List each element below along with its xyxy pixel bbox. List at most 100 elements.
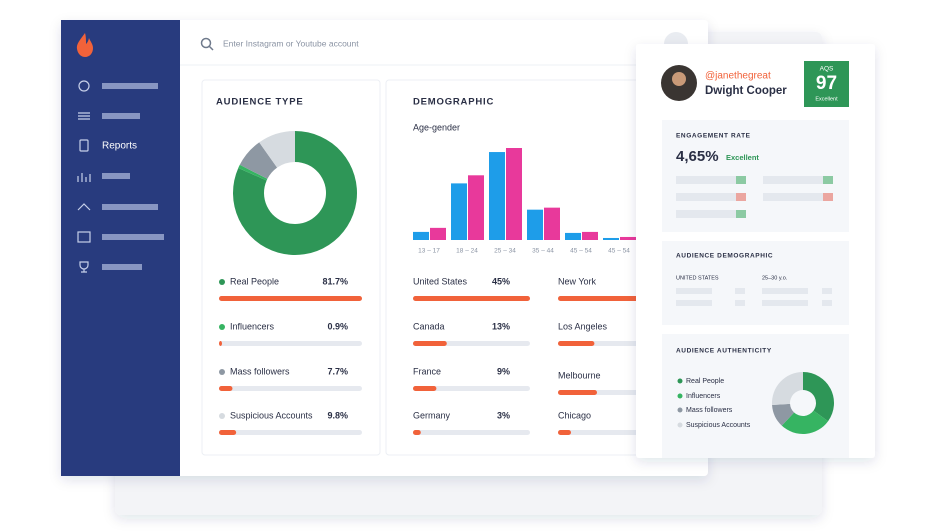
city-name: Los Angeles: [558, 321, 608, 331]
panel-title: AUDIENCE AUTHENTICITY: [676, 348, 772, 355]
logo: [76, 33, 93, 57]
donut-segment: [233, 131, 358, 255]
card-title: AUDIENCE TYPE: [216, 97, 303, 108]
bar: [413, 386, 437, 391]
donut-segment: [259, 131, 295, 168]
top-age: 25–30 y.o.: [762, 275, 788, 281]
chart-title: Age-gender: [413, 122, 460, 132]
donut-segment: [803, 372, 834, 422]
menu-item-filters[interactable]: [78, 112, 140, 120]
country-name: Germany: [413, 410, 451, 420]
histogram-bar: [489, 152, 505, 240]
histogram-bar: [603, 237, 619, 240]
item-name: Influencers: [230, 321, 275, 331]
histogram-bar: [451, 183, 467, 240]
legend-label: Influencers: [686, 393, 721, 400]
card-title: DEMOGRAPHIC: [413, 97, 494, 108]
city-name: Chicago: [558, 410, 591, 420]
city-name: Melbourne: [558, 370, 601, 380]
placeholder-rows: [676, 176, 833, 218]
demographic-card: [385, 79, 667, 456]
item-value: 0.9%: [327, 321, 348, 331]
legend-dot: [677, 407, 683, 413]
x-tick-label: 13 – 17: [418, 248, 440, 255]
histogram-bar: [582, 231, 598, 240]
bar: [413, 430, 421, 435]
donut-segment: [772, 403, 795, 426]
main-window: Reports Enter Instagram or Youtube accou…: [61, 20, 708, 476]
histogram-bar: [413, 231, 429, 240]
country-name: Canada: [413, 321, 445, 331]
donut-segment: [239, 142, 278, 179]
country-value: 45%: [492, 276, 510, 286]
item-value: 7.7%: [327, 366, 348, 376]
top-country: UNITED STATES: [676, 275, 719, 281]
x-tick-label: 18 – 24: [456, 248, 478, 255]
donut-segment: [238, 164, 268, 181]
search-placeholder[interactable]: Enter Instagram or Youtube account: [223, 38, 359, 48]
legend-label: Suspicious Accounts: [686, 422, 751, 429]
search-bar[interactable]: Enter Instagram or Youtube account: [200, 37, 360, 51]
bar: [219, 386, 233, 391]
item-name: Suspicious Accounts: [230, 410, 313, 420]
menu-item-reports[interactable]: [79, 139, 89, 152]
legend-dot: [677, 393, 683, 399]
bar-track: [219, 386, 362, 391]
histogram-bar: [527, 209, 543, 240]
bar: [219, 341, 222, 346]
city-name: New York: [558, 276, 597, 286]
histogram-bar: [544, 207, 560, 240]
donut-segment: [772, 372, 803, 405]
engagement-rating: Excellent: [726, 153, 759, 162]
influencer-card: @janethegreat Dwight Cooper AQS 97 Excel…: [636, 44, 875, 458]
menu-item-dashboard[interactable]: [78, 80, 158, 92]
menu-item-compare[interactable]: [77, 203, 158, 211]
bar: [219, 430, 237, 435]
item-name: Mass followers: [230, 366, 290, 376]
bar-track: [413, 386, 530, 391]
placeholder-rows: [676, 288, 832, 306]
menu-label[interactable]: Reports: [102, 141, 137, 152]
country-value: 3%: [497, 410, 510, 420]
country-value: 9%: [497, 366, 510, 376]
engagement-rate: 4,65%: [676, 148, 719, 165]
x-tick-label: 25 – 34: [494, 248, 516, 255]
menu-item-stats[interactable]: [77, 173, 130, 182]
histogram-bar: [620, 236, 636, 240]
legend-dot: [677, 422, 683, 428]
histogram-bar: [468, 175, 484, 240]
bar: [413, 296, 530, 301]
legend-dot: [219, 369, 225, 375]
item-value: 81.7%: [322, 276, 348, 286]
legend-label: Real People: [686, 378, 724, 385]
x-tick-label: 35 – 44: [532, 248, 554, 255]
legend-label: Mass followers: [686, 407, 733, 414]
aqs-badge: [804, 61, 849, 107]
legend-dot: [219, 324, 225, 330]
histogram-bar: [506, 148, 522, 240]
menu-item-trends[interactable]: [77, 231, 164, 243]
demographic-panel: [662, 241, 849, 325]
x-tick-label: 45 – 54: [608, 248, 630, 255]
search-icon: [208, 45, 214, 51]
item-value: 9.8%: [327, 410, 348, 420]
legend-dot: [219, 413, 225, 419]
country-name: United States: [413, 276, 468, 286]
menu-item-top[interactable]: [79, 261, 142, 273]
bar-track: [413, 430, 530, 435]
legend-dot: [677, 378, 683, 384]
bar: [558, 430, 571, 435]
bar: [413, 341, 447, 346]
aqs-label: AQS: [820, 66, 834, 73]
donut-segment: [781, 410, 829, 435]
bar-track: [219, 341, 362, 346]
profile-name: Dwight Cooper: [705, 85, 787, 97]
profile-handle[interactable]: @janethegreat: [705, 71, 771, 82]
sidebar: [61, 20, 180, 476]
aqs-rating: Excellent: [815, 96, 838, 102]
country-name: France: [413, 366, 441, 376]
search-icon: [200, 37, 212, 49]
panel-title: AUDIENCE DEMOGRAPHIC: [676, 253, 773, 260]
